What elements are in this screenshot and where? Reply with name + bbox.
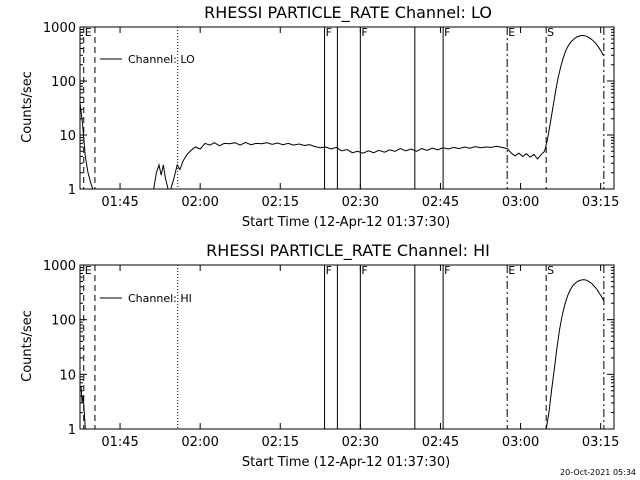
y-tick-label-lo-2: 100 (51, 75, 76, 90)
footer-timestamp: 20-Oct-2021 05:34 (560, 468, 636, 477)
event-flag-hi-3: F (326, 264, 332, 277)
legend-label-lo: Channel: LO (128, 53, 195, 66)
x-tick-label-lo-4: 02:45 (422, 195, 459, 210)
x-tick-label-lo-6: 03:15 (582, 195, 619, 210)
event-flag-hi-7: F (444, 264, 450, 277)
x-tick-label-lo-3: 02:30 (342, 195, 379, 210)
event-flag-lo-9: S (547, 26, 554, 39)
series-line-hi-0-0 (80, 386, 86, 430)
x-tick-label-lo-5: 03:00 (502, 195, 539, 210)
event-flag-hi-0: E (85, 264, 92, 277)
series-line-lo-0-1 (153, 163, 169, 190)
y-axis-label-lo: Counts/sec (20, 71, 35, 143)
x-tick-label-hi-6: 03:15 (582, 435, 619, 450)
legend-label-hi: Channel: HI (128, 292, 192, 305)
x-tick-label-hi-3: 02:30 (342, 435, 379, 450)
x-tick-label-lo-0: 01:45 (101, 195, 138, 210)
y-tick-label-hi-2: 100 (51, 314, 76, 329)
event-flag-hi-5: F (361, 264, 367, 277)
y-axis-label-hi: Counts/sec (20, 310, 35, 382)
event-flag-lo-5: F (361, 26, 367, 39)
dynamic-layer-lo: 01:45 02:00 02:15 02:30 02:45 03:00 03:15 1 10 10… (43, 21, 619, 210)
x-tick-label-lo-2: 02:15 (262, 195, 299, 210)
x-tick-label-hi-1: 02:00 (181, 435, 218, 450)
event-flag-lo-0: E (85, 26, 92, 39)
y-tick-label-lo-0: 1 (68, 183, 76, 198)
y-tick-label-hi-0: 1 (68, 423, 76, 438)
chart-title-lo: RHESSI PARTICLE_RATE Channel: LO (204, 3, 492, 23)
x-tick-label-lo-1: 02:00 (181, 195, 218, 210)
x-tick-label-hi-5: 03:00 (502, 435, 539, 450)
x-tick-label-hi-2: 02:15 (262, 435, 299, 450)
event-flag-hi-8: E (508, 264, 515, 277)
event-flag-lo-3: F (326, 26, 332, 39)
event-flag-hi-9: S (547, 264, 554, 277)
chart-title-hi: RHESSI PARTICLE_RATE Channel: HI (206, 241, 490, 261)
x-tick-label-hi-4: 02:45 (422, 435, 459, 450)
x-tick-label-hi-0: 01:45 (101, 435, 138, 450)
y-tick-label-lo-3: 1000 (43, 21, 76, 36)
series-line-lo-0-0 (79, 102, 94, 190)
series-line-lo-0-3 (544, 34, 604, 152)
y-tick-label-hi-3: 1000 (43, 259, 76, 274)
plot-frame-hi (79, 264, 615, 430)
panel-hi: RHESSI PARTICLE_RATE Channel: HI Counts/… (20, 241, 619, 470)
event-flag-lo-7: F (444, 26, 450, 39)
series-line-lo-0-2 (170, 141, 545, 190)
event-flag-lo-8: E (508, 26, 515, 39)
x-axis-label-hi: Start Time (12-Apr-12 01:37:30) (242, 455, 450, 470)
plot-frame-lo (79, 26, 615, 190)
series-line-hi-0-1 (545, 279, 605, 430)
panel-lo: RHESSI PARTICLE_RATE Channel: LO Counts/… (20, 3, 619, 230)
y-tick-label-lo-1: 10 (59, 129, 76, 144)
dynamic-layer-hi: 01:45 02:00 02:15 02:30 02:45 03:00 03:15 1 10 10… (43, 259, 619, 450)
x-axis-label-lo: Start Time (12-Apr-12 01:37:30) (242, 215, 450, 230)
y-tick-label-hi-1: 10 (59, 368, 76, 383)
